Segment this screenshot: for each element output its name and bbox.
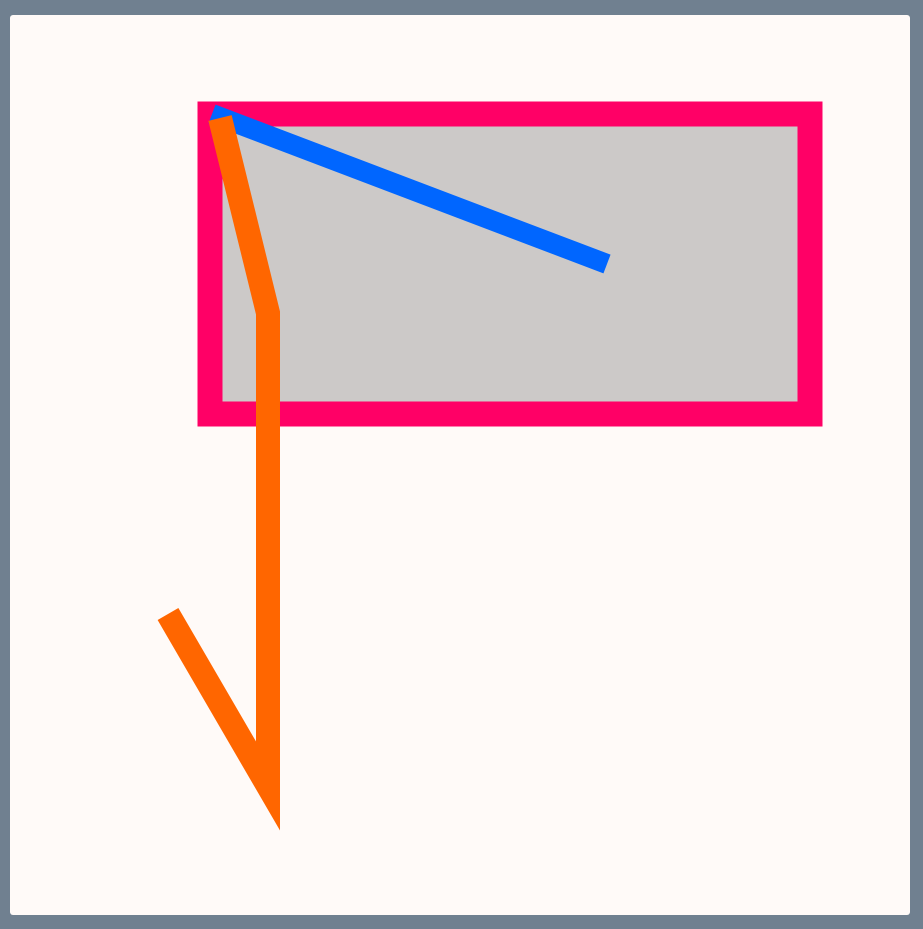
gray-rectangle — [197, 101, 823, 427]
blue-diagonal-line — [208, 104, 611, 274]
drawing-canvas — [10, 15, 910, 915]
drawing-svg — [157, 101, 823, 831]
orange-polyline — [157, 115, 280, 831]
